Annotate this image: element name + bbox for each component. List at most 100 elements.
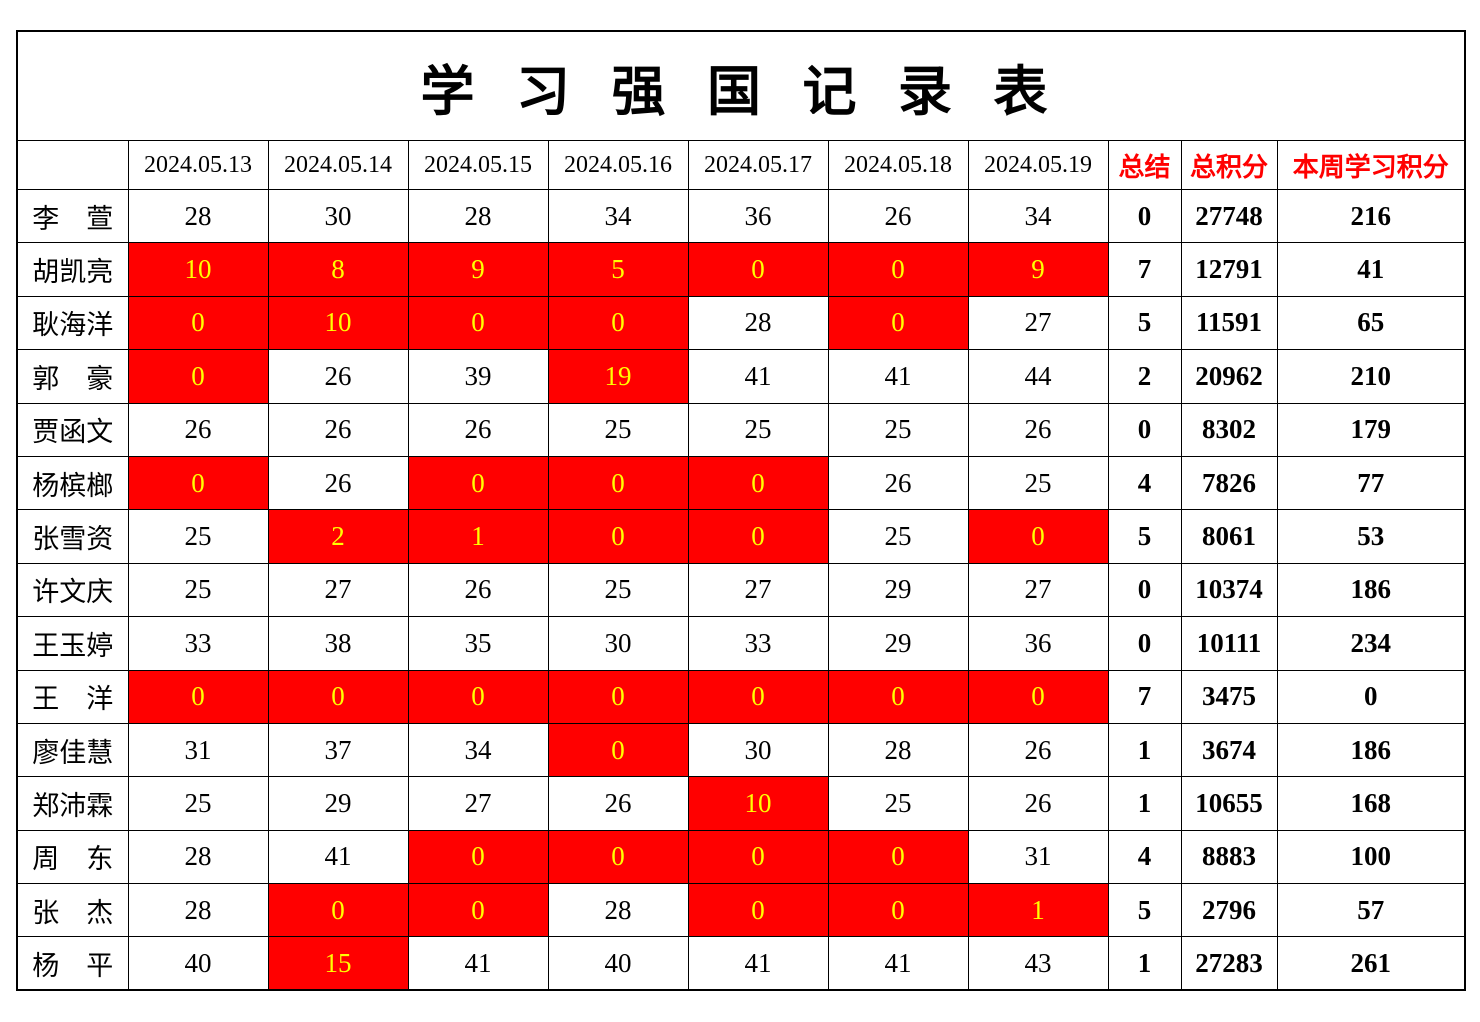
daily-score-cell[interactable]: 33 [687,616,829,671]
daily-score-cell[interactable]: 28 [127,829,269,885]
week-points-cell[interactable]: 0 [1276,669,1466,724]
daily-score-cell[interactable]: 37 [267,722,409,778]
member-name-cell[interactable]: 贾函文 [16,402,129,457]
daily-score-cell[interactable]: 19 [547,349,689,404]
daily-score-cell[interactable]: 34 [547,188,689,244]
daily-score-cell[interactable]: 0 [547,669,689,724]
summary-count-cell[interactable]: 7 [1107,669,1182,724]
daily-score-cell[interactable]: 0 [407,455,549,511]
daily-score-cell[interactable]: 1 [407,509,549,564]
daily-score-cell[interactable]: 34 [407,722,549,778]
total-points-cell[interactable]: 8302 [1180,402,1278,457]
daily-score-cell[interactable]: 0 [827,829,969,885]
daily-score-cell[interactable]: 29 [827,562,969,618]
daily-score-cell[interactable]: 25 [687,402,829,457]
daily-score-cell[interactable]: 26 [267,349,409,404]
summary-count-cell[interactable]: 0 [1107,616,1182,671]
summary-count-cell[interactable]: 0 [1107,402,1182,457]
daily-score-cell[interactable]: 0 [687,509,829,564]
daily-score-cell[interactable]: 36 [967,616,1109,671]
daily-score-cell[interactable]: 2 [267,509,409,564]
summary-count-cell[interactable]: 5 [1107,883,1182,938]
daily-score-cell[interactable]: 27 [267,562,409,618]
daily-score-cell[interactable]: 28 [127,188,269,244]
week-points-cell[interactable]: 261 [1276,936,1466,991]
daily-score-cell[interactable]: 0 [687,883,829,938]
daily-score-cell[interactable]: 0 [547,295,689,351]
daily-score-cell[interactable]: 26 [547,776,689,831]
daily-score-cell[interactable]: 26 [407,562,549,618]
daily-score-cell[interactable]: 0 [547,829,689,885]
daily-score-cell[interactable]: 28 [827,722,969,778]
total-points-cell[interactable]: 27748 [1180,188,1278,244]
daily-score-cell[interactable]: 0 [547,722,689,778]
member-name-cell[interactable]: 王玉婷 [16,616,129,671]
daily-score-cell[interactable]: 27 [967,295,1109,351]
daily-score-cell[interactable]: 1 [967,883,1109,938]
daily-score-cell[interactable]: 25 [967,455,1109,511]
daily-score-cell[interactable]: 40 [547,936,689,991]
week-points-cell[interactable]: 186 [1276,562,1466,618]
daily-score-cell[interactable]: 27 [687,562,829,618]
total-points-cell[interactable]: 20962 [1180,349,1278,404]
summary-count-cell[interactable]: 4 [1107,455,1182,511]
daily-score-cell[interactable]: 25 [127,776,269,831]
total-points-cell[interactable]: 11591 [1180,295,1278,351]
daily-score-cell[interactable]: 26 [967,722,1109,778]
daily-score-cell[interactable]: 0 [827,669,969,724]
daily-score-cell[interactable]: 29 [267,776,409,831]
daily-score-cell[interactable]: 26 [407,402,549,457]
daily-score-cell[interactable]: 0 [827,883,969,938]
daily-score-cell[interactable]: 41 [407,936,549,991]
total-points-cell[interactable]: 3674 [1180,722,1278,778]
total-points-cell[interactable]: 27283 [1180,936,1278,991]
daily-score-cell[interactable]: 0 [407,669,549,724]
week-points-cell[interactable]: 100 [1276,829,1466,885]
daily-score-cell[interactable]: 31 [967,829,1109,885]
total-points-cell[interactable]: 10374 [1180,562,1278,618]
total-points-cell[interactable]: 8883 [1180,829,1278,885]
member-name-cell[interactable]: 张 杰 [16,883,129,938]
week-points-cell[interactable]: 210 [1276,349,1466,404]
week-points-cell[interactable]: 234 [1276,616,1466,671]
daily-score-cell[interactable]: 0 [407,829,549,885]
daily-score-cell[interactable]: 26 [127,402,269,457]
total-points-cell[interactable]: 10111 [1180,616,1278,671]
daily-score-cell[interactable]: 25 [827,402,969,457]
summary-count-cell[interactable]: 0 [1107,562,1182,618]
daily-score-cell[interactable]: 0 [687,242,829,297]
daily-score-cell[interactable]: 0 [687,455,829,511]
daily-score-cell[interactable]: 25 [547,402,689,457]
daily-score-cell[interactable]: 30 [687,722,829,778]
daily-score-cell[interactable]: 39 [407,349,549,404]
daily-score-cell[interactable]: 31 [127,722,269,778]
member-name-cell[interactable]: 耿海洋 [16,295,129,351]
member-name-cell[interactable]: 王 洋 [16,669,129,724]
daily-score-cell[interactable]: 35 [407,616,549,671]
summary-count-cell[interactable]: 1 [1107,722,1182,778]
daily-score-cell[interactable]: 9 [967,242,1109,297]
daily-score-cell[interactable]: 15 [267,936,409,991]
daily-score-cell[interactable]: 43 [967,936,1109,991]
week-points-cell[interactable]: 179 [1276,402,1466,457]
total-points-cell[interactable]: 12791 [1180,242,1278,297]
summary-count-cell[interactable]: 5 [1107,295,1182,351]
week-points-cell[interactable]: 65 [1276,295,1466,351]
daily-score-cell[interactable]: 28 [407,188,549,244]
member-name-cell[interactable]: 郑沛霖 [16,776,129,831]
total-points-cell[interactable]: 10655 [1180,776,1278,831]
member-name-cell[interactable]: 李 萱 [16,188,129,244]
summary-count-cell[interactable]: 2 [1107,349,1182,404]
daily-score-cell[interactable]: 26 [827,188,969,244]
daily-score-cell[interactable]: 0 [967,509,1109,564]
daily-score-cell[interactable]: 26 [267,402,409,457]
daily-score-cell[interactable]: 30 [267,188,409,244]
daily-score-cell[interactable]: 0 [127,295,269,351]
daily-score-cell[interactable]: 29 [827,616,969,671]
week-points-cell[interactable]: 216 [1276,188,1466,244]
daily-score-cell[interactable]: 0 [267,669,409,724]
daily-score-cell[interactable]: 0 [407,295,549,351]
daily-score-cell[interactable]: 41 [687,349,829,404]
summary-count-cell[interactable]: 1 [1107,776,1182,831]
daily-score-cell[interactable]: 41 [267,829,409,885]
